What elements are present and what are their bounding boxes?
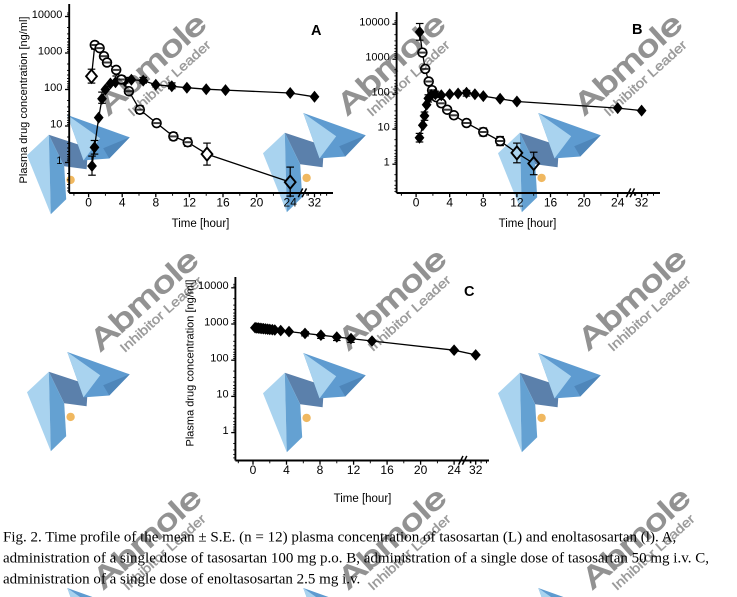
svg-text:Plasma drug concentration [ng/: Plasma drug concentration [ng/ml] (18, 17, 30, 184)
svg-text:32: 32 (635, 196, 649, 210)
svg-text:12: 12 (347, 463, 361, 477)
svg-text:10000: 10000 (198, 280, 229, 292)
svg-text:8: 8 (317, 463, 324, 477)
svg-text:8: 8 (480, 196, 487, 210)
svg-text:1: 1 (384, 157, 390, 169)
svg-text:4: 4 (283, 463, 290, 477)
svg-text:20: 20 (577, 196, 591, 210)
svg-text:4: 4 (119, 196, 126, 210)
svg-text:10: 10 (378, 122, 390, 134)
svg-text:10000: 10000 (32, 9, 63, 21)
svg-text:Time [hour]: Time [hour] (499, 218, 557, 230)
svg-text:1: 1 (222, 425, 228, 437)
svg-text:20: 20 (414, 463, 428, 477)
svg-text:32: 32 (469, 463, 483, 477)
svg-text:Plasma drug concentration [ng/: Plasma drug concentration [ng/ml] (185, 280, 197, 447)
svg-text:0: 0 (250, 463, 257, 477)
svg-text:24: 24 (447, 463, 461, 477)
svg-text:B: B (632, 22, 642, 38)
svg-text:32: 32 (308, 196, 322, 210)
svg-text:100: 100 (44, 82, 62, 94)
svg-text:1000: 1000 (204, 316, 228, 328)
svg-text:20: 20 (250, 196, 264, 210)
svg-text:4: 4 (446, 196, 453, 210)
svg-text:A: A (311, 23, 322, 39)
svg-text:0: 0 (413, 196, 420, 210)
svg-text:10: 10 (216, 389, 228, 401)
svg-text:24: 24 (611, 196, 625, 210)
svg-text:100: 100 (210, 353, 228, 365)
svg-text:0: 0 (85, 196, 92, 210)
svg-text:administration of a single dos: administration of a single dose of enolt… (3, 572, 360, 588)
svg-text:16: 16 (380, 463, 394, 477)
svg-text:10000: 10000 (359, 17, 390, 29)
svg-text:16: 16 (216, 196, 230, 210)
svg-text:10: 10 (50, 118, 62, 130)
svg-text:C: C (464, 284, 475, 300)
svg-text:1000: 1000 (38, 45, 62, 57)
svg-text:Time [hour]: Time [hour] (334, 493, 392, 505)
svg-text:12: 12 (183, 196, 197, 210)
svg-text:Time [hour]: Time [hour] (172, 218, 230, 230)
svg-text:Fig. 2. Time profile of the me: Fig. 2. Time profile of the mean ± S.E. … (3, 530, 676, 546)
svg-text:16: 16 (544, 196, 558, 210)
svg-text:8: 8 (152, 196, 159, 210)
